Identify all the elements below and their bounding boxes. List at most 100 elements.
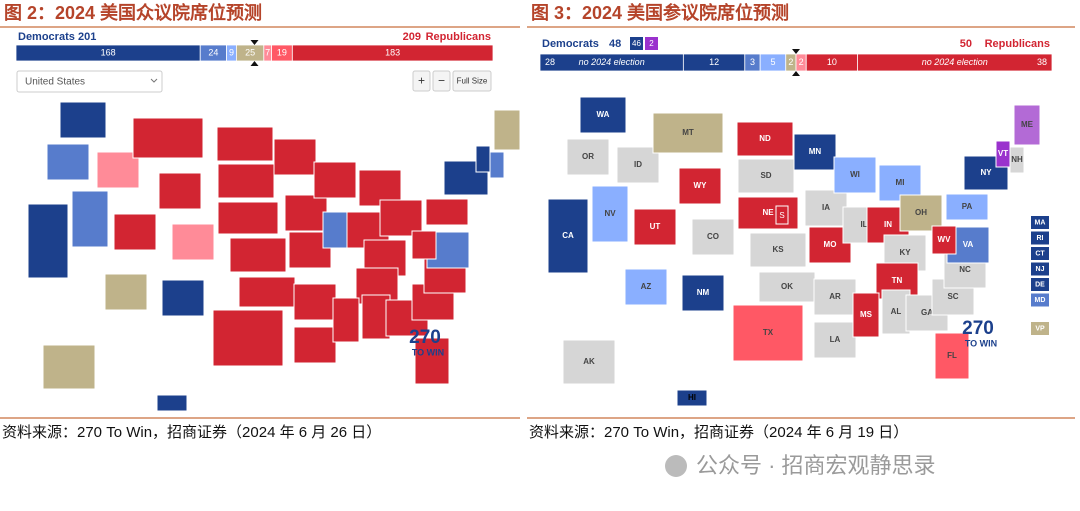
house-area: [42, 344, 96, 390]
rep-label: Republicans: [426, 31, 491, 43]
state: [945, 193, 989, 221]
state-label: FL: [947, 351, 957, 360]
rep-label: Republicans: [985, 38, 1050, 50]
segment-value: 12: [709, 57, 719, 67]
segment-note: no 2024 election: [922, 57, 988, 67]
watermark: 公众号 · 招商宏观静思录: [696, 453, 936, 478]
state-label: MS: [860, 310, 873, 319]
state-label: SC: [947, 292, 958, 301]
small-state-label: MA: [1035, 219, 1046, 226]
state: [681, 274, 725, 312]
segment-value: 7: [265, 47, 270, 57]
dem-label: Democrats: [542, 38, 599, 50]
segment-value: 9: [229, 47, 234, 57]
state-label: GA: [921, 308, 933, 317]
state: [813, 278, 857, 316]
state: [624, 268, 668, 306]
state: [852, 292, 880, 338]
state-label: LA: [830, 335, 841, 344]
state-label: MO: [824, 240, 837, 249]
state-label: MI: [896, 178, 905, 187]
state-label: ID: [634, 160, 642, 169]
house-area: [229, 237, 287, 273]
segment-value: 2: [788, 57, 793, 67]
segment-value: 2: [799, 57, 804, 67]
state: [899, 194, 943, 232]
state-label: WY: [694, 181, 708, 190]
small-state-label: DE: [1035, 281, 1045, 288]
state-label: ME: [1021, 120, 1034, 129]
segment-value: 19: [277, 47, 287, 57]
state: [813, 321, 857, 359]
region-select-text: United States: [25, 77, 85, 88]
segment-value: 168: [101, 47, 116, 57]
ne-district-label: S: [779, 211, 784, 220]
dem-total: 48: [609, 38, 621, 50]
watermark-icon: [665, 455, 687, 477]
state-label: AZ: [641, 282, 652, 291]
logo-number: 270: [962, 318, 994, 339]
dem-badge: [630, 37, 643, 50]
vp-label: VP: [1035, 325, 1045, 332]
house-area: [361, 294, 391, 340]
house-area: [27, 203, 69, 279]
segment-value: 3: [750, 57, 755, 67]
state-label: IA: [822, 203, 830, 212]
state: [737, 158, 795, 194]
state-label: HI: [688, 393, 696, 402]
map-button-text: −: [438, 74, 445, 88]
state-label: TX: [763, 328, 774, 337]
house-area: [59, 101, 107, 139]
dem-badge-value: 46: [632, 39, 641, 48]
house-area: [414, 337, 450, 385]
state: [591, 185, 629, 243]
house-area: [113, 213, 157, 251]
state-label: OR: [582, 152, 594, 161]
house-area: [493, 109, 521, 151]
small-state-label: NJ: [1036, 266, 1045, 273]
panel-title: 图 2：2024 美国众议院席位预测: [4, 2, 262, 23]
region-select[interactable]: [16, 70, 163, 93]
map-button[interactable]: [412, 70, 431, 92]
state: [881, 289, 911, 335]
house-area: [425, 198, 469, 226]
state: [691, 218, 735, 256]
house-area: [156, 394, 188, 412]
seat-segment: [857, 53, 1053, 72]
map-button[interactable]: [452, 70, 492, 92]
state-label: KY: [899, 248, 911, 257]
house-area: [284, 194, 328, 232]
seat-segment: [291, 44, 494, 62]
state-label: NM: [697, 288, 710, 297]
house-area: [104, 273, 148, 311]
house-area: [132, 117, 204, 159]
small-state: [1031, 278, 1049, 291]
small-state: [1031, 216, 1049, 229]
state-label: MN: [809, 147, 822, 156]
state: [1009, 146, 1025, 174]
house-area: [238, 276, 296, 308]
small-state: [1031, 247, 1049, 260]
state: [1013, 104, 1041, 146]
small-state-label: RI: [1037, 235, 1044, 242]
house-area: [158, 172, 202, 210]
state-label: SD: [760, 171, 771, 180]
state-label: TN: [892, 276, 903, 285]
small-state-label: CT: [1035, 250, 1045, 257]
source: 资料来源：270 To Win，招商证券（2024 年 6 月 19 日）: [529, 424, 908, 441]
small-state: [1031, 262, 1049, 276]
state-label: AR: [829, 292, 841, 301]
state: [579, 96, 627, 134]
logo-text: TO WIN: [412, 347, 444, 357]
house-area: [217, 201, 279, 235]
house-area: [379, 199, 423, 237]
state-label: CA: [562, 231, 574, 240]
map-button[interactable]: [432, 70, 451, 92]
house-area: [293, 326, 337, 364]
segment-value: 10: [827, 57, 837, 67]
state: [736, 121, 794, 157]
state-label: NH: [1011, 155, 1023, 164]
house-area: [216, 126, 274, 162]
state-label: WI: [850, 170, 860, 179]
small-state: [1031, 231, 1049, 245]
